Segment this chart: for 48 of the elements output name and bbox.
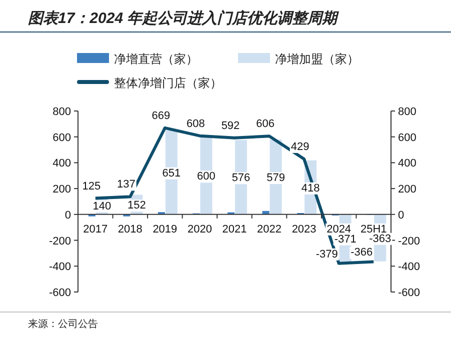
data-label: 600 [197,170,216,183]
y2-tick-label: 800 [398,106,416,118]
x-tick-label: 2024 [326,223,352,236]
chart-title: 图表17：2024 年起公司进入门店优化调整周期 [28,9,340,27]
source-note: 来源：公司公告 [28,318,98,330]
data-label: 606 [256,118,274,130]
data-label: 576 [232,172,250,184]
y-tick-label: 0 [64,209,71,222]
data-label: -366 [350,246,373,259]
y2-tick-label: -600 [398,287,420,299]
x-tick-label: 2020 [187,223,212,236]
data-label: 152 [127,200,146,212]
data-label: 579 [266,172,285,184]
legend-label: 整体净增门店（家） [114,76,222,90]
y2-tick-label: 200 [398,184,416,196]
data-label: 669 [152,110,170,122]
x-tick-label: 2018 [118,223,142,236]
y2-tick-label: 0 [398,209,404,222]
data-label: 592 [221,120,240,132]
y-tick-label: 400 [52,158,71,170]
data-label: 429 [290,140,310,153]
data-label: 125 [82,180,101,192]
x-tick-label: 2023 [292,223,316,236]
data-label: 137 [116,178,136,191]
data-label: -363 [369,232,392,245]
x-tick-label: 2021 [222,223,247,236]
x-tick-label: 2019 [152,223,178,236]
x-tick-label: 25H1 [360,223,387,236]
data-label: 608 [186,118,205,130]
data-label: 418 [301,182,320,194]
y2-tick-label: -200 [398,235,420,248]
y-tick-label: 200 [52,184,71,196]
y-tick-label: -200 [48,235,71,248]
legend-label: 净增直营（家） [114,52,198,66]
y2-tick-label: 600 [398,132,416,144]
x-tick-label: 2017 [83,223,108,236]
y-tick-label: -400 [48,261,71,274]
legend-label: 净增加盟（家） [275,52,359,66]
y2-tick-label: -400 [398,261,420,274]
data-label: 651 [162,167,181,180]
y-tick-label: 800 [52,106,71,118]
y-tick-label: 600 [52,132,71,144]
data-label: -371 [334,233,356,246]
y-tick-label: -600 [48,287,71,299]
y2-tick-label: 400 [398,158,416,170]
x-tick-label: 2022 [257,223,282,236]
data-label: -379 [316,248,338,260]
data-label: 140 [92,200,112,212]
